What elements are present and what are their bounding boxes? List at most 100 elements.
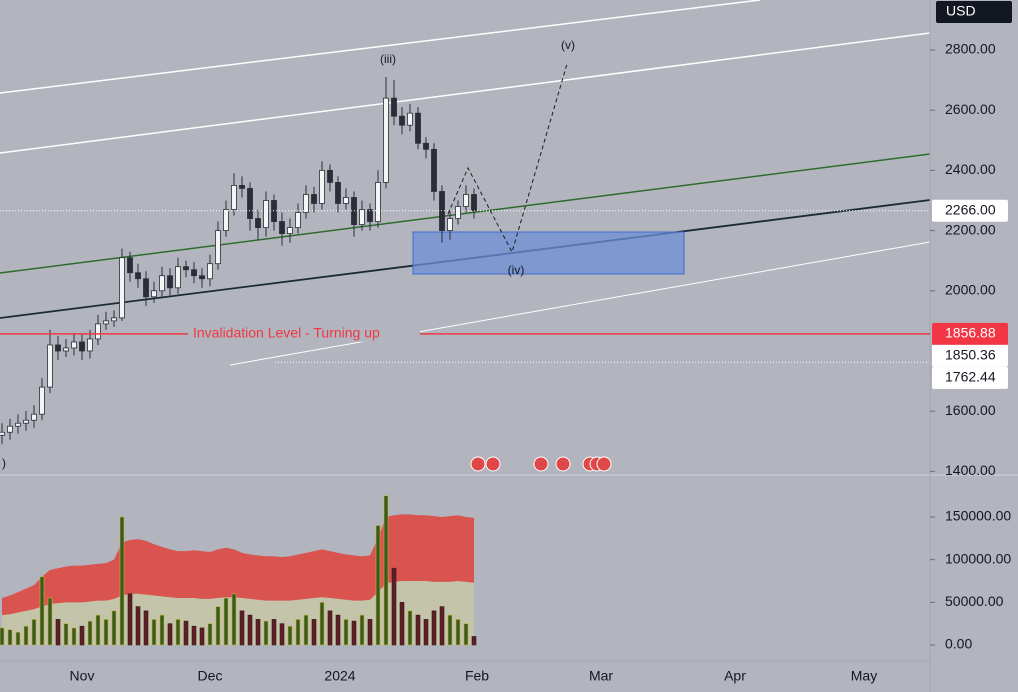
candle-body xyxy=(0,431,5,436)
candle-body xyxy=(327,169,333,183)
volume-bar xyxy=(351,620,357,646)
price-label-box xyxy=(932,199,1008,222)
volume-bar xyxy=(15,631,21,646)
volume-bar xyxy=(23,625,29,646)
candle-body xyxy=(87,338,93,352)
volume-bar xyxy=(295,619,301,646)
price-label: 2266.00 xyxy=(945,201,996,217)
price-label-box xyxy=(932,322,1008,345)
volume-bar xyxy=(215,606,221,646)
candle-body xyxy=(7,425,13,433)
volume-bar xyxy=(463,623,469,646)
candle-body xyxy=(391,97,397,117)
volume-bar xyxy=(87,620,93,646)
volume-bar xyxy=(151,619,157,646)
volume-bar xyxy=(199,627,205,646)
volume-bar xyxy=(327,610,333,646)
currency-box xyxy=(936,1,1012,23)
volume-bar xyxy=(271,619,277,646)
volume-bar xyxy=(79,625,85,646)
volume-bar xyxy=(439,606,445,646)
drawings xyxy=(0,0,931,366)
candle-body xyxy=(47,344,53,388)
candle-body xyxy=(463,194,469,207)
candle-body xyxy=(15,422,21,427)
volume-bar xyxy=(319,602,325,646)
volume-bar xyxy=(287,625,293,646)
y-tick-label: 2400.00 xyxy=(945,161,996,177)
candle-body xyxy=(263,200,269,228)
volume-bar xyxy=(335,614,341,646)
channel-line xyxy=(0,0,761,94)
volume-bar xyxy=(207,623,213,646)
candle-body xyxy=(311,194,317,204)
y-tick-label: 100000.00 xyxy=(945,550,1011,566)
volume-bar xyxy=(367,619,373,646)
volume-bar xyxy=(47,597,53,646)
invalidation-label: Invalidation Level - Turning up xyxy=(193,325,380,341)
volume-bar xyxy=(103,619,109,646)
candle-body xyxy=(471,194,477,212)
volume-bar xyxy=(239,610,245,646)
candle-body xyxy=(335,182,341,204)
candle-body xyxy=(103,320,109,325)
candle-body xyxy=(367,209,373,222)
y-tick-label: 2200.00 xyxy=(945,221,996,237)
candle-body xyxy=(231,185,237,210)
price-label: 1856.88 xyxy=(945,325,996,341)
y-tick-label: 1600.00 xyxy=(945,402,996,418)
candle-body xyxy=(319,169,325,204)
volume-bar xyxy=(311,619,317,646)
candle-body xyxy=(255,218,261,228)
volume-bar xyxy=(231,593,237,646)
candle-body xyxy=(111,317,117,322)
volume-bar xyxy=(343,619,349,646)
candle-body xyxy=(119,257,125,319)
volume-bar xyxy=(7,629,13,646)
candle-body xyxy=(343,197,349,204)
x-tick-label: Mar xyxy=(589,668,613,684)
candle-body xyxy=(23,419,29,424)
volume-bar xyxy=(263,620,269,646)
event-icon[interactable] xyxy=(470,456,486,472)
volume-bar xyxy=(407,610,413,646)
event-icon[interactable] xyxy=(485,456,501,472)
volume-bar xyxy=(375,525,381,646)
y-tick-label: 1400.00 xyxy=(945,462,996,478)
volume-bar xyxy=(359,614,365,646)
overlays: 1400.00 1600.00 2000.00 2200.00 2400.00 2600.… xyxy=(0,38,1011,684)
event-icon[interactable] xyxy=(555,456,571,472)
candle-body xyxy=(359,209,365,225)
candle-body xyxy=(247,188,253,219)
volume-bar xyxy=(175,619,181,646)
volume-bar xyxy=(95,614,101,646)
candle-body xyxy=(175,266,181,289)
event-icon[interactable] xyxy=(596,456,612,472)
candle-body xyxy=(447,218,453,231)
wave-label: (iv) xyxy=(508,263,525,277)
volume-bar xyxy=(119,516,125,646)
event-icon[interactable] xyxy=(533,456,549,472)
candle-body xyxy=(191,269,197,277)
candles xyxy=(0,77,930,646)
candle-body xyxy=(79,341,85,352)
y-tick-label: 150000.00 xyxy=(945,508,1011,524)
volume-bar xyxy=(39,576,45,646)
candle-body xyxy=(55,344,61,352)
price-label: 1850.36 xyxy=(945,347,996,363)
price-label: 1762.44 xyxy=(945,369,996,385)
volume-bar xyxy=(255,619,261,646)
candle-body xyxy=(151,290,157,298)
candle-body xyxy=(95,323,101,340)
volume-bar xyxy=(183,620,189,646)
x-tick-label: May xyxy=(851,668,877,684)
candle-body xyxy=(383,97,389,183)
y-tick-label: 2800.00 xyxy=(945,41,996,57)
candle-body xyxy=(223,209,229,231)
candle-body xyxy=(279,221,285,234)
volume-bar xyxy=(223,597,229,646)
volume-bar xyxy=(279,623,285,646)
candle-body xyxy=(303,194,309,213)
volume-bar xyxy=(415,614,421,646)
